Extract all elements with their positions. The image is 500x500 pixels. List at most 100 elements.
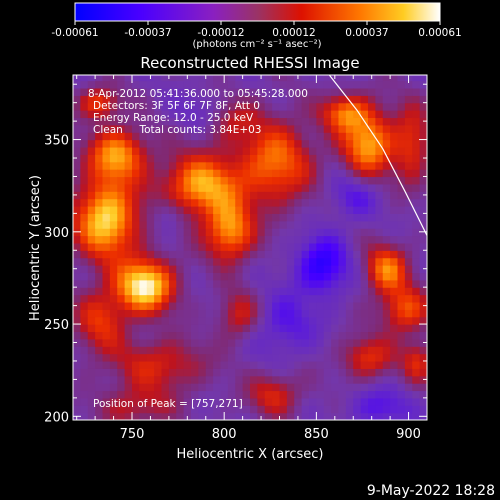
heatmap-cell [316,146,325,155]
heatmap-cell [279,375,288,384]
heatmap-cell [368,301,376,310]
heatmap-cell [250,294,258,303]
heatmap-cell [353,95,362,104]
heatmap-cell [331,169,340,178]
heatmap-cell [154,154,163,163]
x-tick-label: 750 [120,427,145,442]
heatmap-cell [338,242,347,251]
heatmap-cell [331,324,340,333]
heatmap-cell [353,242,362,251]
heatmap-cell [191,146,199,155]
heatmap-cell [316,279,325,288]
heatmap-cell [102,176,111,185]
heatmap-cell [154,405,163,414]
heatmap-cell [124,110,133,119]
heatmap-cell [242,360,251,369]
heatmap-cell [154,294,163,303]
heatmap-cell [154,169,163,178]
heatmap-cell [235,102,244,111]
heatmap-cell [227,360,236,369]
colorbar-tick-label: 0.00012 [272,27,315,39]
heatmap-cell [95,324,104,333]
heatmap-cell [132,324,140,333]
heatmap-cell [73,146,81,155]
heatmap-cell [404,279,413,288]
heatmap-cell [191,228,199,237]
heatmap-cell [360,294,369,303]
heatmap-cell [353,346,362,355]
heatmap-cell [242,279,251,288]
heatmap-cell [242,383,251,392]
heatmap-cell [250,87,258,96]
heatmap-cell [168,146,177,155]
heatmap-cell [191,161,199,170]
heatmap-cell [323,331,332,340]
heatmap-cell [132,198,140,207]
heatmap-cell [235,117,244,126]
heatmap-cell [183,309,192,318]
heatmap-cell [375,205,384,214]
heatmap-cell [368,294,376,303]
y-tick-label: 300 [44,226,69,241]
heatmap-cell [87,146,96,155]
heatmap-cell [345,191,354,200]
heatmap-cell [375,309,384,318]
heatmap-cell [95,412,104,420]
heatmap-cell [257,228,266,237]
heatmap-cell [139,146,148,155]
heatmap-cell [87,368,96,377]
heatmap-cell [323,294,332,303]
heatmap-cell [301,228,310,237]
heatmap-cell [301,309,310,318]
heatmap-cell [368,139,376,148]
heatmap-cell [316,139,325,148]
heatmap-cell [404,265,413,274]
heatmap-cell [294,309,303,318]
heatmap-cell [294,360,303,369]
heatmap-cell [309,338,317,347]
heatmap-cell [272,75,281,82]
heatmap-cell [161,375,170,384]
heatmap-cell [227,87,236,96]
heatmap-cell [404,154,413,163]
heatmap-cell [397,124,406,133]
heatmap-cell [345,154,354,163]
heatmap-cell [301,87,310,96]
heatmap-cell [109,338,118,347]
heatmap-cell [95,257,104,266]
heatmap-cell [132,257,140,266]
heatmap-cell [220,397,229,406]
heatmap-cell [213,132,222,141]
heatmap-cell [301,331,310,340]
heatmap-cell [183,257,192,266]
heatmap-cell [191,242,199,251]
heatmap-cell [176,213,185,222]
heatmap-cell [95,198,104,207]
heatmap-cell [146,301,155,310]
heatmap-cell [205,353,214,362]
heatmap-cell [345,316,354,325]
heatmap-cell [294,242,303,251]
heatmap-cell [286,309,295,318]
heatmap-cell [404,220,413,229]
heatmap-cell [161,235,170,244]
heatmap-cell [117,390,126,399]
heatmap-cell [323,368,332,377]
heatmap-cell [220,405,229,414]
heatmap-cell [205,301,214,310]
heatmap-cell [213,287,222,296]
heatmap-cell [227,124,236,133]
heatmap-cell [412,191,421,200]
heatmap-cell [139,87,148,96]
heatmap-cell [87,228,96,237]
heatmap-cell [176,331,185,340]
heatmap-cell [286,235,295,244]
heatmap-cell [124,117,133,126]
heatmap-cell [198,95,207,104]
heatmap-cell [146,397,155,406]
heatmap-cell [227,183,236,192]
heatmap-cell [213,383,222,392]
heatmap-cell [316,412,325,420]
heatmap-cell [250,346,258,355]
heatmap-cell [368,279,376,288]
